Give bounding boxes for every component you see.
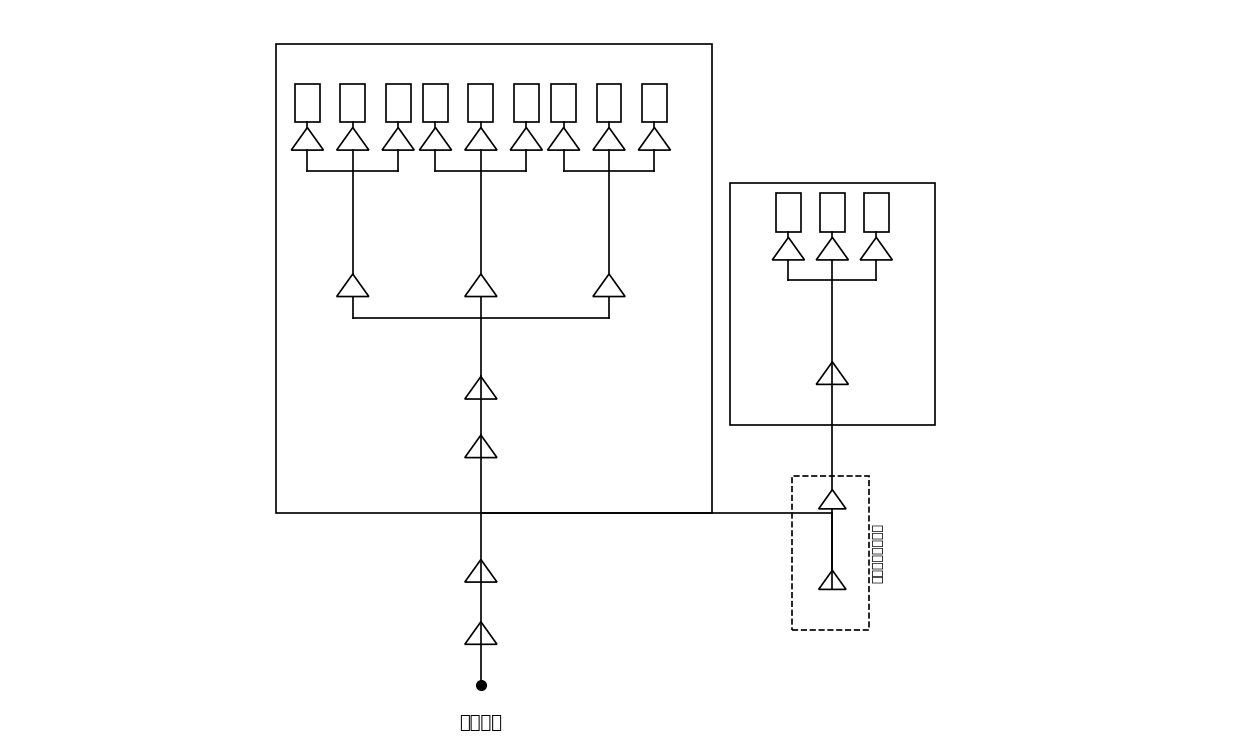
Bar — [820, 194, 844, 232]
Bar — [275, 44, 712, 512]
Bar — [551, 84, 577, 121]
Bar — [642, 84, 667, 121]
Bar — [295, 84, 320, 121]
Text: 时钉树偏差补偿器: 时钉树偏差补偿器 — [872, 523, 884, 583]
Bar — [386, 84, 410, 121]
Text: 时钉根部: 时钉根部 — [459, 714, 502, 732]
Bar — [730, 183, 935, 425]
Bar — [596, 84, 621, 121]
Bar — [513, 84, 538, 121]
Bar — [423, 84, 448, 121]
Bar — [792, 476, 869, 630]
Bar — [469, 84, 494, 121]
Bar — [340, 84, 366, 121]
Bar — [776, 194, 801, 232]
Bar — [864, 194, 889, 232]
